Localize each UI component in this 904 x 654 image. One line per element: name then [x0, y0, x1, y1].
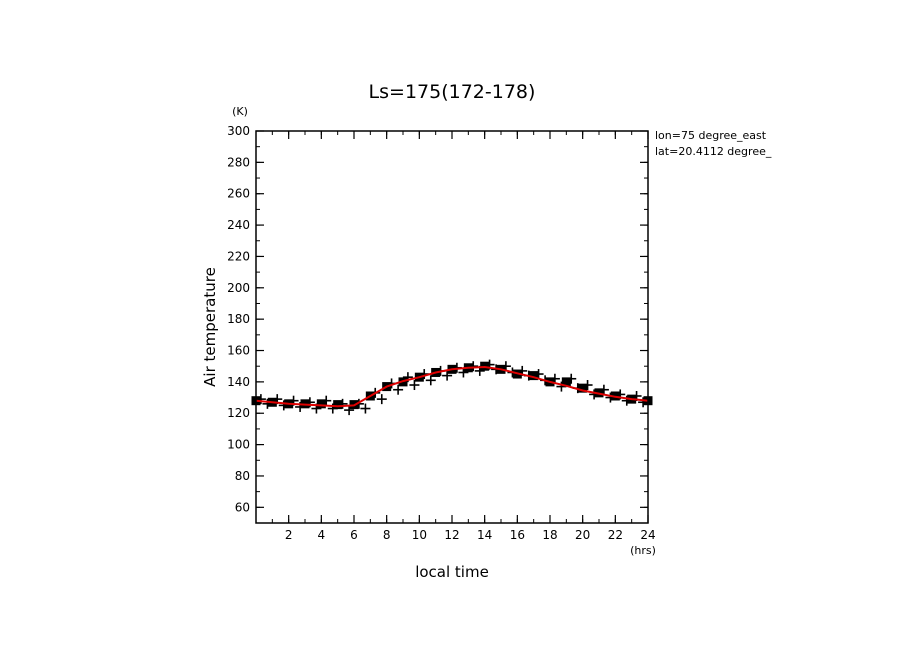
plot-marks: [251, 359, 653, 416]
x-tick-label: 24: [640, 528, 655, 542]
square-marker: [333, 400, 343, 410]
plus-marker: [393, 384, 404, 395]
square-marker: [529, 371, 539, 381]
y-tick-label: 200: [227, 281, 250, 295]
plus-marker: [344, 405, 355, 416]
x-tick-label: 12: [444, 528, 459, 542]
plus-marker: [556, 381, 567, 392]
y-tick-label: 120: [227, 406, 250, 420]
plus-marker: [409, 380, 420, 391]
annotation-lat: lat=20.4112 degree_: [655, 145, 772, 158]
x-tick-label: 4: [318, 528, 326, 542]
y-tick-label: 80: [235, 469, 250, 483]
plus-marker: [360, 403, 371, 414]
y-tick-label: 160: [227, 344, 250, 358]
square-marker: [316, 399, 326, 409]
x-axis-label: local time: [415, 563, 489, 581]
x-tick-label: 6: [350, 528, 358, 542]
x-unit-label: (hrs): [630, 544, 656, 557]
square-marker: [578, 383, 588, 393]
y-tick-label: 300: [227, 124, 250, 138]
y-tick-label: 140: [227, 375, 250, 389]
axis-ticks: 2 4 6 8 10 12 14 16 18 20 22 2460801001201401601802…: [227, 124, 656, 542]
y-tick-label: 180: [227, 312, 250, 326]
plus-marker: [442, 370, 453, 381]
annotation-lon: lon=75 degree_east: [655, 129, 767, 142]
chart-title: Ls=175(172-178): [369, 81, 536, 103]
x-tick-label: 2: [285, 528, 293, 542]
y-tick-label: 100: [227, 438, 250, 452]
x-tick-label: 16: [510, 528, 525, 542]
x-tick-label: 18: [542, 528, 557, 542]
y-tick-label: 280: [227, 155, 250, 169]
y-tick-label: 260: [227, 187, 250, 201]
y-axis-label: Air temperature: [201, 267, 219, 387]
y-tick-label: 60: [235, 500, 250, 514]
y-tick-label: 220: [227, 249, 250, 263]
x-tick-label: 14: [477, 528, 492, 542]
plot-frame: [255, 130, 649, 524]
plus-marker: [376, 394, 387, 405]
square-marker: [561, 377, 571, 387]
x-tick-label: 8: [383, 528, 391, 542]
mean-temperature-line: [255, 365, 649, 408]
y-tick-label: 240: [227, 218, 250, 232]
x-tick-label: 22: [608, 528, 623, 542]
y-unit-label: (K): [232, 105, 248, 118]
plus-marker: [425, 375, 436, 386]
x-tick-label: 10: [412, 528, 427, 542]
x-tick-label: 20: [575, 528, 590, 542]
